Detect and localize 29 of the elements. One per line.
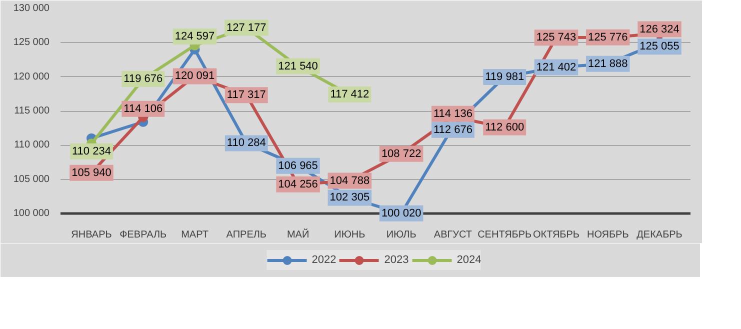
data-label: 114 106 bbox=[124, 102, 163, 115]
y-tick-label: 115 000 bbox=[14, 106, 50, 116]
legend-label: 2024 bbox=[456, 254, 482, 266]
data-label: 125 055 bbox=[640, 40, 680, 53]
data-label: 126 324 bbox=[640, 23, 680, 36]
data-label: 114 136 bbox=[433, 108, 472, 120]
legend-label: 2022 bbox=[312, 254, 336, 266]
y-tick-label: 125 000 bbox=[13, 37, 50, 48]
x-tick-label: АПРЕЛЬ bbox=[226, 230, 267, 240]
y-tick-label: 105 000 bbox=[13, 174, 50, 185]
data-label: 124 597 bbox=[174, 30, 215, 42]
data-label: 112 676 bbox=[433, 124, 472, 136]
y-tick-label: 110 000 bbox=[14, 140, 50, 151]
y-tick-label: 130 000 bbox=[13, 3, 50, 14]
x-tick-label: ОКТЯБРЬ bbox=[532, 230, 580, 240]
x-tick-label: ИЮЛЬ bbox=[386, 230, 417, 240]
legend-label: 2023 bbox=[384, 254, 409, 266]
y-tick-label: 120 000 bbox=[13, 71, 50, 82]
data-label: 110 234 bbox=[72, 145, 111, 158]
x-tick-label: СЕНТЯБРЬ bbox=[478, 230, 532, 240]
x-tick-label: ЯНВАРЬ bbox=[71, 230, 112, 240]
x-tick-label: ДЕКАБРЬ bbox=[636, 230, 683, 240]
x-tick-label: ФЕВРАЛЬ bbox=[120, 230, 168, 240]
x-tick-label: МАЙ bbox=[286, 228, 310, 240]
x-tick-label: ИЮНЬ bbox=[334, 230, 366, 240]
y-tick-label: 100 000 bbox=[13, 208, 50, 219]
x-tick-label: АВГУСТ bbox=[434, 230, 472, 240]
x-tick-label: МАРТ bbox=[181, 230, 208, 240]
x-tick-label: НОЯБРЬ bbox=[586, 230, 630, 240]
